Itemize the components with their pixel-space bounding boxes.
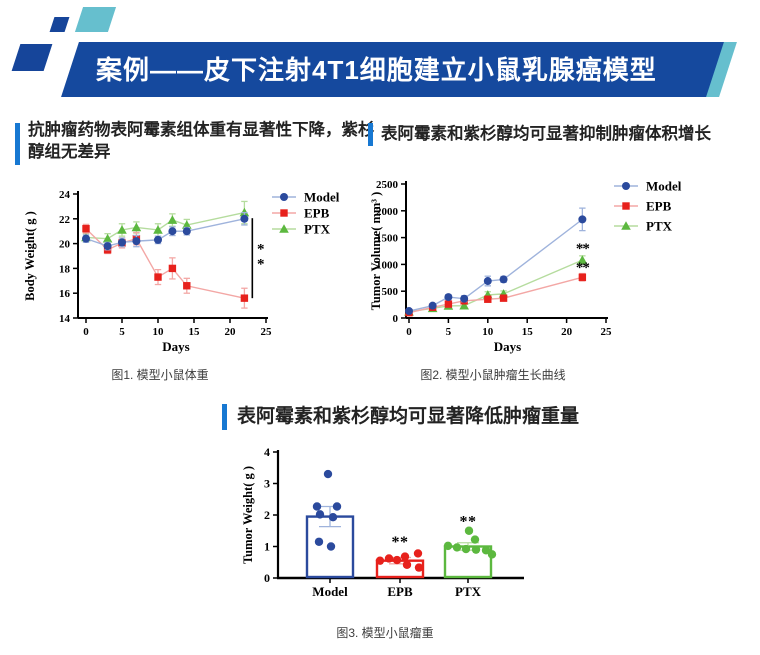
- svg-text:20: 20: [59, 239, 71, 251]
- svg-text:1000: 1000: [376, 259, 399, 271]
- svg-text:4: 4: [264, 445, 270, 459]
- decorative-parallelogram-left: [11, 44, 53, 71]
- svg-text:**: **: [392, 534, 409, 551]
- figure2-caption: 图2. 模型小鼠肿瘤生长曲线: [420, 368, 566, 382]
- svg-text:20: 20: [561, 326, 573, 338]
- figure1-caption: 图1. 模型小鼠体重: [111, 368, 209, 382]
- svg-text:3: 3: [264, 477, 270, 491]
- svg-text:5: 5: [119, 326, 125, 338]
- svg-text:0: 0: [406, 326, 412, 338]
- svg-text:Model: Model: [646, 179, 682, 194]
- svg-text:Tumor Volume( mm³ ): Tumor Volume( mm³ ): [370, 192, 383, 311]
- svg-text:Tumor Weight( g ): Tumor Weight( g ): [241, 466, 255, 564]
- svg-text:0: 0: [264, 571, 270, 585]
- svg-text:**: **: [460, 513, 477, 530]
- svg-text:14: 14: [59, 313, 71, 325]
- svg-text:20: 20: [225, 326, 237, 338]
- svg-text:PTX: PTX: [455, 584, 482, 599]
- svg-text:2000: 2000: [376, 206, 399, 218]
- svg-text:Model: Model: [312, 584, 348, 599]
- svg-text:PTX: PTX: [646, 219, 673, 234]
- svg-text:Days: Days: [162, 339, 189, 354]
- figure3-caption: 图3. 模型小鼠瘤重: [336, 626, 434, 640]
- figure3-tumor-weight-chart: 0 1 2 3 4 Model EPB PTX Tumor Weight( g ) ** **: [240, 440, 550, 622]
- svg-text:500: 500: [382, 286, 399, 298]
- right-section-title: 表阿霉素和紫杉醇均可显著抑制肿瘤体积增长: [381, 125, 711, 143]
- page-title: 案例——皮下注射4T1细胞建立小鼠乳腺癌模型: [96, 55, 657, 85]
- svg-text:10: 10: [482, 326, 494, 338]
- bottom-section-title: 表阿霉素和紫杉醇均可显著降低肿瘤重量: [237, 406, 580, 427]
- svg-text:EPB: EPB: [304, 206, 330, 221]
- svg-text:2: 2: [264, 508, 270, 522]
- decorative-parallelogram-small: [49, 17, 70, 32]
- svg-text:18: 18: [59, 263, 71, 275]
- svg-text:0: 0: [393, 313, 399, 325]
- svg-text:**: **: [576, 241, 590, 257]
- svg-text:EPB: EPB: [387, 584, 413, 599]
- left-section-title: 抗肿瘤药物表阿霉素组体重有显著性下降，紫杉醇组无差异: [28, 121, 375, 161]
- svg-text:25: 25: [601, 326, 613, 338]
- svg-text:EPB: EPB: [646, 199, 672, 214]
- svg-text:24: 24: [59, 189, 71, 201]
- svg-text:0: 0: [83, 326, 89, 338]
- svg-text:1: 1: [264, 540, 270, 554]
- svg-text:25: 25: [261, 326, 273, 338]
- svg-text:PTX: PTX: [304, 222, 331, 237]
- svg-text:*: *: [257, 256, 264, 272]
- svg-text:10: 10: [153, 326, 165, 338]
- svg-text:5: 5: [446, 326, 452, 338]
- svg-text:Model: Model: [304, 190, 340, 205]
- svg-text:22: 22: [59, 214, 71, 226]
- svg-text:**: **: [576, 260, 590, 276]
- svg-text:2500: 2500: [376, 179, 399, 191]
- svg-text:16: 16: [59, 288, 71, 300]
- decorative-parallelogram-teal: [74, 7, 117, 32]
- left-title-accent-bar: [15, 123, 20, 165]
- svg-text:1500: 1500: [376, 233, 399, 245]
- svg-text:Days: Days: [494, 339, 521, 354]
- bottom-title-accent-bar: [222, 404, 227, 430]
- svg-text:15: 15: [522, 326, 534, 338]
- figure1-body-weight-chart: 14 16 18 20 22 24 0 5 10 15 20 25 Days Body Weight( g…: [20, 176, 365, 368]
- right-title-accent-bar: [368, 123, 373, 146]
- svg-text:15: 15: [189, 326, 201, 338]
- figure2-tumor-volume-chart: 0 500 1000 1500 2000 2500 0 5 10 15 20 25 Days Tumor …: [370, 170, 758, 370]
- svg-text:Body Weight( g ): Body Weight( g ): [23, 211, 37, 301]
- svg-text:*: *: [257, 242, 264, 258]
